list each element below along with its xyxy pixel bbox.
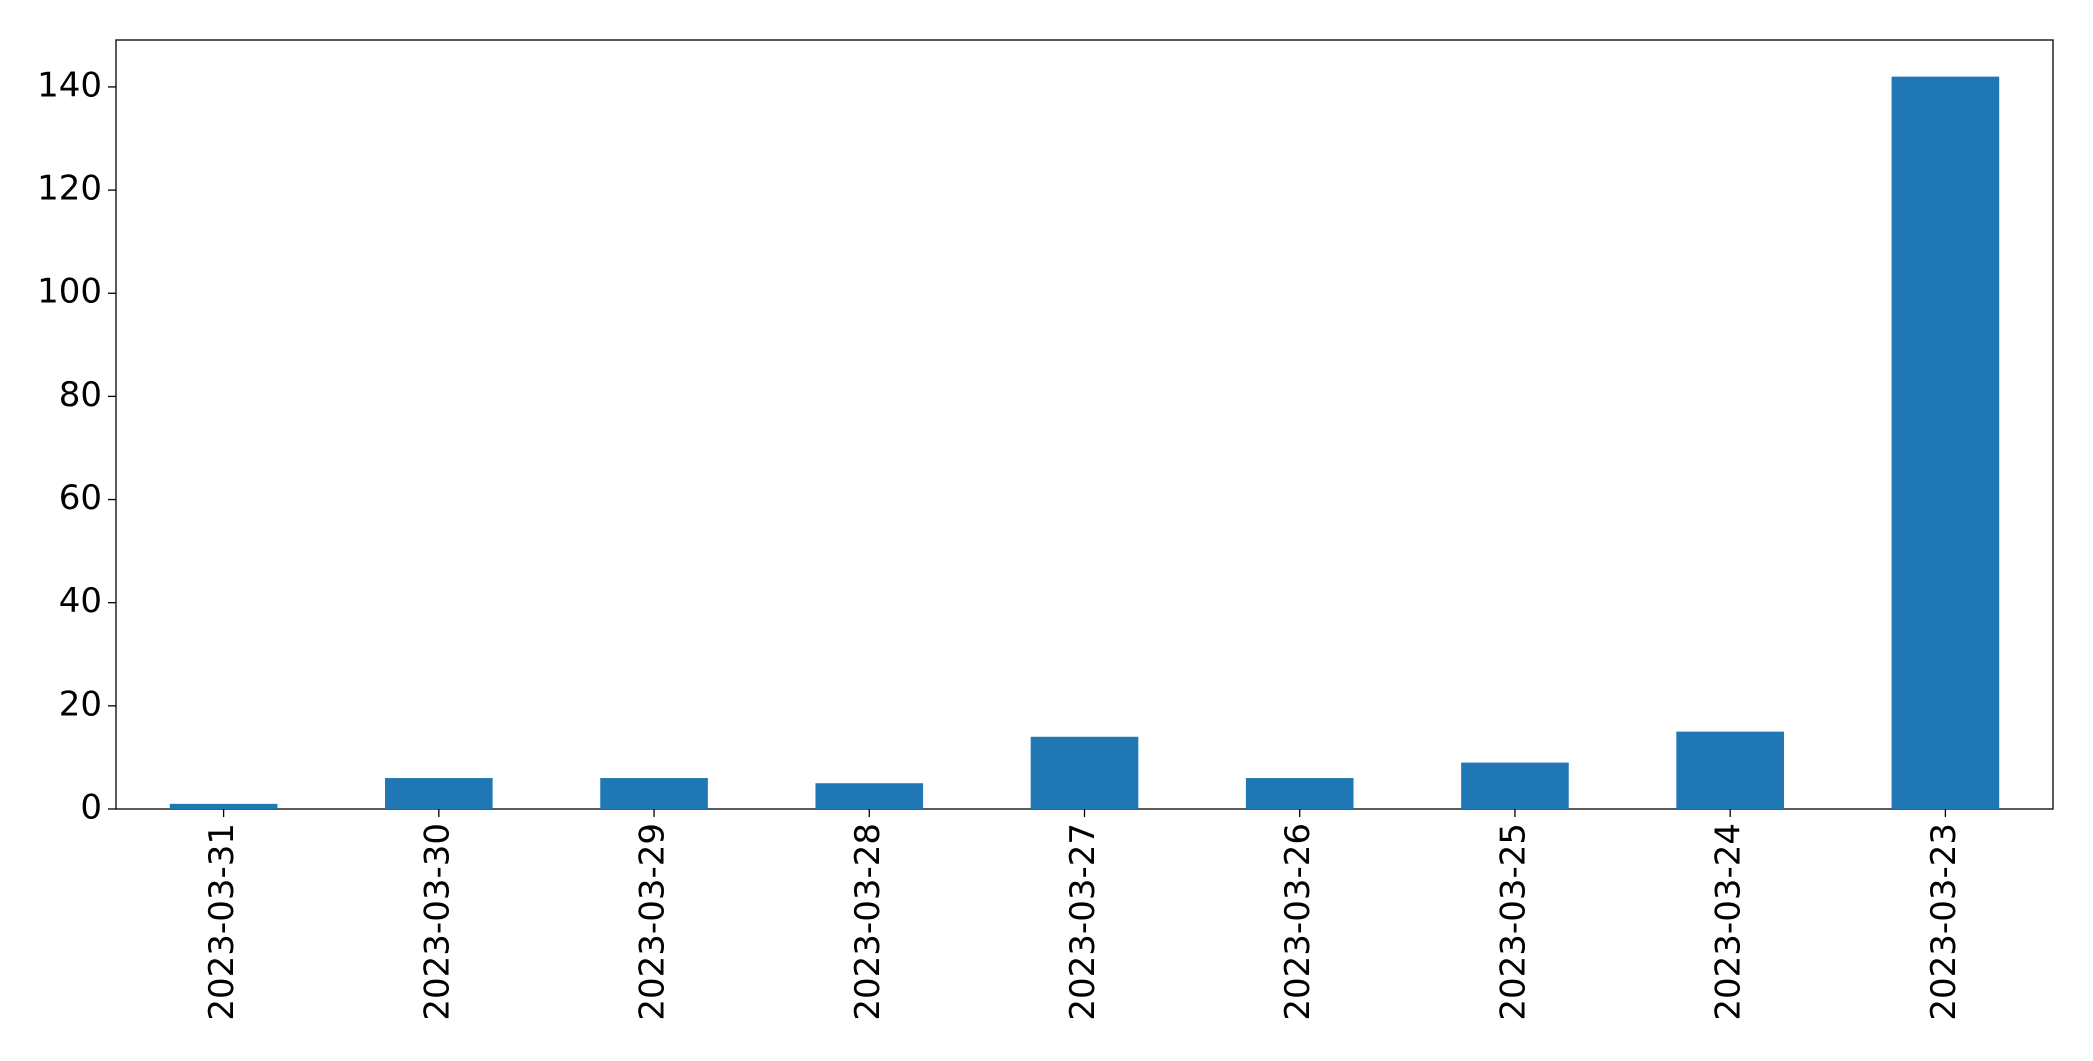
plot-frame — [115, 39, 2054, 810]
x-tick-label: 2023-03-23 — [1924, 823, 1964, 1021]
bar — [600, 778, 708, 809]
y-tick-label: 60 — [59, 478, 102, 518]
x-tick-label: 2023-03-28 — [848, 823, 888, 1021]
bar — [1030, 736, 1139, 809]
y-tick-label: 120 — [37, 169, 102, 209]
y-tick-label: 40 — [59, 581, 102, 621]
x-tick-label: 2023-03-30 — [417, 823, 457, 1021]
x-tick-label: 2023-03-24 — [1709, 823, 1749, 1021]
bar — [815, 783, 924, 809]
bar — [385, 778, 493, 809]
y-tick-label: 100 — [37, 272, 102, 312]
y-tick-label: 140 — [37, 65, 102, 105]
x-tick-label: 2023-03-25 — [1493, 823, 1533, 1021]
bar — [169, 803, 278, 809]
bar — [1245, 778, 1354, 809]
x-tick-label: 2023-03-26 — [1278, 823, 1318, 1021]
y-tick-label: 0 — [80, 788, 102, 828]
bar — [1461, 762, 1569, 809]
x-tick-label: 2023-03-29 — [633, 823, 673, 1021]
x-tick-label: 2023-03-27 — [1063, 823, 1103, 1021]
bar — [1891, 76, 2000, 810]
y-tick-label: 20 — [59, 684, 102, 724]
x-tick-label: 2023-03-31 — [202, 823, 242, 1021]
bar — [1676, 731, 1784, 809]
y-tick-label: 80 — [59, 375, 102, 415]
